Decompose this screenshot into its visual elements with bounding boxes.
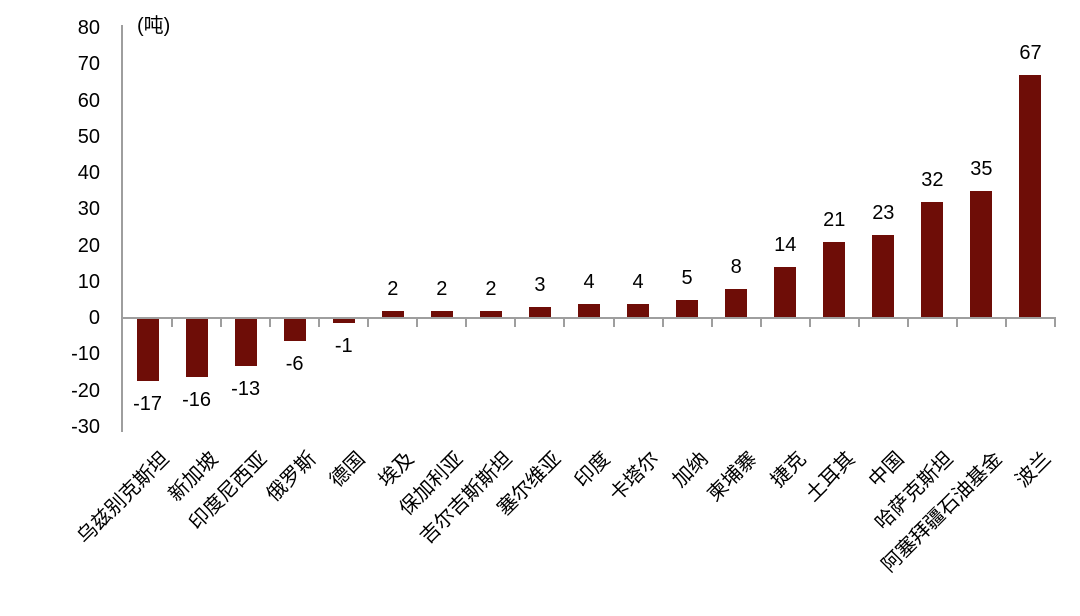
x-axis-tick — [220, 317, 223, 327]
x-axis-tick — [759, 317, 762, 327]
bar-value-label: 14 — [774, 234, 797, 257]
y-tick-label: -30 — [71, 415, 100, 438]
y-tick-label: -20 — [71, 379, 100, 402]
y-tick-label: 20 — [77, 234, 100, 257]
x-axis-tick — [808, 317, 811, 327]
bar — [381, 310, 404, 318]
x-category-label: 土耳其 — [801, 448, 860, 506]
x-axis-tick — [955, 317, 958, 327]
y-tick-label: 50 — [77, 125, 100, 148]
bar — [528, 307, 551, 318]
bar-value-label: 2 — [387, 277, 399, 300]
bar-value-label: 67 — [1019, 42, 1042, 65]
bar-value-label: 32 — [921, 169, 944, 191]
bar — [283, 319, 306, 341]
bar — [578, 303, 600, 318]
bar-value-label: -13 — [231, 378, 261, 401]
x-axis-tick — [318, 317, 321, 327]
x-axis-tick — [269, 317, 272, 327]
x-axis-tick — [514, 317, 517, 327]
x-axis-tick — [857, 317, 860, 327]
bar-value-label: 23 — [872, 201, 895, 224]
bar-value-label: 8 — [730, 256, 742, 278]
bar-value-label: 21 — [823, 208, 846, 231]
x-category-label: 埃及 — [374, 448, 419, 492]
bar — [234, 319, 257, 367]
bar — [1019, 75, 1042, 318]
x-category-label: 乌兹别克斯坦 — [72, 448, 174, 549]
bar — [921, 202, 944, 318]
bar-value-label: 2 — [485, 277, 497, 300]
y-tick-label: 30 — [77, 198, 100, 221]
x-category-label: 俄罗斯 — [262, 448, 321, 506]
bar-value-label: -16 — [182, 389, 212, 411]
bar — [774, 267, 797, 318]
y-tick-label: 0 — [88, 307, 100, 329]
bar — [332, 319, 355, 323]
x-category-label: 捷克 — [766, 448, 811, 492]
x-axis-tick — [1004, 317, 1007, 327]
x-category-label: 印度 — [570, 448, 615, 492]
bar — [627, 303, 650, 318]
bar — [185, 319, 208, 377]
bar-value-label: 4 — [583, 270, 595, 293]
bar-value-label: -17 — [133, 392, 162, 415]
x-axis-tick — [1054, 317, 1056, 327]
bar — [970, 191, 993, 318]
y-tick-label: 70 — [77, 53, 100, 76]
x-category-label: 中国 — [865, 448, 909, 492]
bar — [676, 299, 699, 318]
y-tick-label: 40 — [77, 162, 100, 184]
bar — [823, 241, 846, 318]
bar — [136, 319, 159, 381]
y-axis-line — [121, 25, 123, 432]
bar — [725, 289, 748, 318]
y-tick-label: 60 — [77, 89, 100, 112]
x-axis-tick — [367, 317, 370, 327]
bar — [872, 234, 895, 318]
unit-label: (吨) — [137, 15, 171, 37]
x-axis-tick — [906, 317, 909, 327]
bar — [479, 310, 502, 318]
y-tick-label: -10 — [71, 343, 100, 366]
x-category-label: 卡塔尔 — [605, 448, 664, 506]
bar-value-label: 5 — [681, 266, 693, 289]
bar-value-label: -6 — [285, 352, 304, 375]
bar-value-label: 3 — [534, 274, 546, 297]
x-axis-tick — [465, 317, 468, 327]
bar-value-label: 35 — [970, 158, 993, 181]
x-category-label: 柬埔寨 — [703, 448, 762, 506]
bar-value-label: 4 — [632, 270, 644, 293]
x-axis-tick — [710, 317, 713, 327]
x-axis-tick — [563, 317, 566, 327]
x-category-label: 加纳 — [668, 448, 713, 492]
x-axis-line — [123, 317, 1055, 319]
x-axis-tick — [612, 317, 615, 327]
x-axis-tick — [416, 317, 419, 327]
x-axis-tick — [661, 317, 664, 327]
y-tick-label: 10 — [77, 270, 100, 293]
x-category-label: 波兰 — [1012, 448, 1057, 492]
bar-value-label: -1 — [334, 334, 353, 357]
y-tick-label: 80 — [77, 17, 100, 39]
x-axis-tick — [171, 317, 174, 327]
bar — [430, 310, 453, 318]
x-category-label: 德国 — [325, 448, 370, 492]
bar-value-label: 2 — [436, 277, 448, 300]
